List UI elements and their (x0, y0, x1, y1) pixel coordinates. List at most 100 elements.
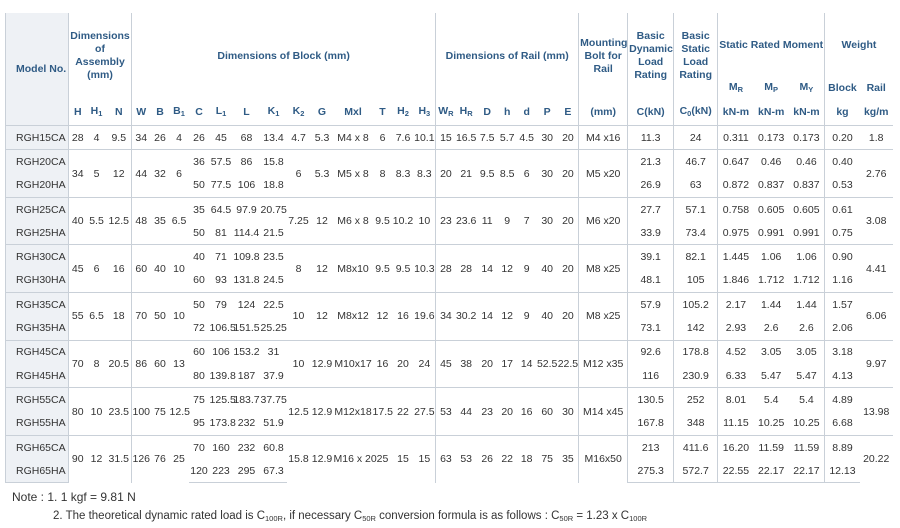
table-cell: 24 (673, 124, 718, 150)
table-cell: 15.8 (260, 149, 287, 174)
table-cell: 60 (131, 244, 151, 293)
table-cell: 20 (557, 196, 579, 245)
table-cell: 9 (516, 244, 537, 293)
table-cell: 1.16 (824, 268, 860, 293)
table-cell: 35 (557, 434, 579, 483)
table-cell: 6.5 (86, 292, 107, 341)
model-no: RGH65HA (5, 459, 69, 484)
table-cell: 12.9 (310, 387, 334, 436)
header-cell: P (536, 99, 558, 126)
text: conversion formula is as follows : C (375, 510, 560, 522)
subscript: R (737, 84, 743, 94)
table-cell: 34 (68, 149, 87, 198)
header-cell: Static Rated Moment (717, 13, 825, 77)
table-cell: 20.22 (859, 434, 893, 483)
header-cell: (mm) (578, 99, 628, 126)
table-cell: 26 (188, 124, 210, 150)
header-cell: K1 (260, 99, 287, 126)
header-cell: HR (455, 99, 477, 126)
table-cell: 6 (372, 124, 393, 150)
table-cell: 10.25 (793, 417, 820, 430)
table-cell: 60.8 (260, 434, 287, 460)
table-cell: 45 (209, 124, 233, 150)
header-cell: Dimensions of Rail (mm) (435, 13, 579, 99)
table-cell: 12.5 (106, 196, 132, 245)
table-cell: 12 (86, 434, 107, 483)
table-row: RGH35CA 55 6.5 18 70 50 10 50 79 124 22.5 10 12 M8x12… (5, 292, 893, 341)
table-cell: 73.1 (627, 316, 674, 341)
table-cell: 8.01 (717, 387, 754, 412)
table-cell: 10.2 (392, 196, 414, 245)
text: , if necessary C (282, 510, 363, 522)
text: K (267, 104, 276, 117)
table-cell: 57.5 (209, 149, 233, 174)
table-cell: 26 (476, 434, 498, 483)
table-cell: 13 (169, 339, 189, 388)
table-cell: 12.13 (824, 459, 860, 484)
table-row: RGH25HA 50 81 114.4 21.5 33.9 73.4 0.975 0.991 0.… (5, 221, 893, 245)
table-cell: 116 (627, 363, 674, 388)
header-cell: MP (754, 77, 789, 99)
header-cell: K2 (286, 99, 311, 126)
table-cell: 15 (435, 124, 456, 150)
table-cell: 4 (169, 124, 189, 150)
table-cell: 16 (392, 292, 414, 341)
text: E (564, 105, 572, 118)
table-cell: 11.59 (788, 434, 825, 460)
table-cell: 16 (106, 244, 132, 293)
subscript: 100R (265, 514, 283, 523)
table-cell: 142 (673, 316, 718, 341)
header-cell: T (372, 99, 393, 126)
table-cell: 31.5 (106, 434, 132, 483)
table-cell: 0.53 (824, 173, 860, 198)
table-cell: 1.445 (717, 244, 754, 269)
model-no: RGH25HA (5, 221, 69, 245)
header-cell: Mounting Bolt for Rail (578, 13, 628, 99)
table-cell: M16x50 (578, 434, 628, 483)
table-cell: 5.4 (753, 387, 789, 412)
table-row: RGH55HA 95 173.8 232 51.9 167.8 348 11.15 10.25 1… (5, 411, 893, 436)
table-cell: 9 (497, 196, 517, 245)
table-cell: 13.98 (859, 387, 893, 436)
table-cell: 22.5 (557, 339, 579, 388)
table-cell: 79 (209, 292, 233, 317)
subscript: 100R (629, 514, 648, 523)
header-cell: L1 (209, 99, 233, 126)
table-cell: 20 (392, 339, 414, 388)
table-cell: 9.5 (372, 196, 393, 245)
text: K (292, 104, 301, 117)
table-cell: 12.9 (310, 339, 334, 388)
table-cell: M4 x 8 (333, 124, 373, 150)
table-cell: 33.9 (627, 221, 674, 245)
table-cell: 1.8 (859, 124, 893, 150)
table-cell: 20 (557, 292, 579, 341)
table-cell: 22.55 (717, 459, 754, 484)
table-cell: 80 (193, 369, 205, 382)
table-cell: 0.61 (824, 196, 860, 222)
table-cell: 20 (557, 244, 579, 293)
header-cell: H1 (86, 99, 107, 126)
table-cell: 95 (193, 417, 205, 430)
table-cell: 40 (68, 196, 87, 245)
table-cell: 53 (435, 387, 456, 436)
table-cell: 16.20 (717, 434, 754, 460)
table-cell: M4 x16 (578, 124, 628, 150)
table-cell: 67.3 (260, 459, 287, 484)
table-cell: 0.173 (753, 124, 789, 150)
table-cell: 2.06 (824, 316, 860, 341)
table-cell: 16.5 (455, 124, 477, 150)
table-cell: 50 (193, 179, 205, 192)
table-cell: 93 (215, 274, 227, 287)
table-cell: 90 (68, 434, 87, 483)
table-cell: 16 (372, 339, 393, 388)
table-cell: 46.7 (673, 149, 718, 174)
table-cell: 57.9 (627, 292, 674, 317)
table-cell: 22.17 (788, 459, 825, 484)
text: Block (828, 81, 857, 94)
text: L (215, 104, 223, 117)
table-cell: 40 (536, 244, 558, 293)
table-cell: 5.47 (760, 369, 782, 382)
header-cell: Dimensions of Block (mm) (131, 13, 436, 99)
model-no: RGH35CA (5, 292, 69, 317)
